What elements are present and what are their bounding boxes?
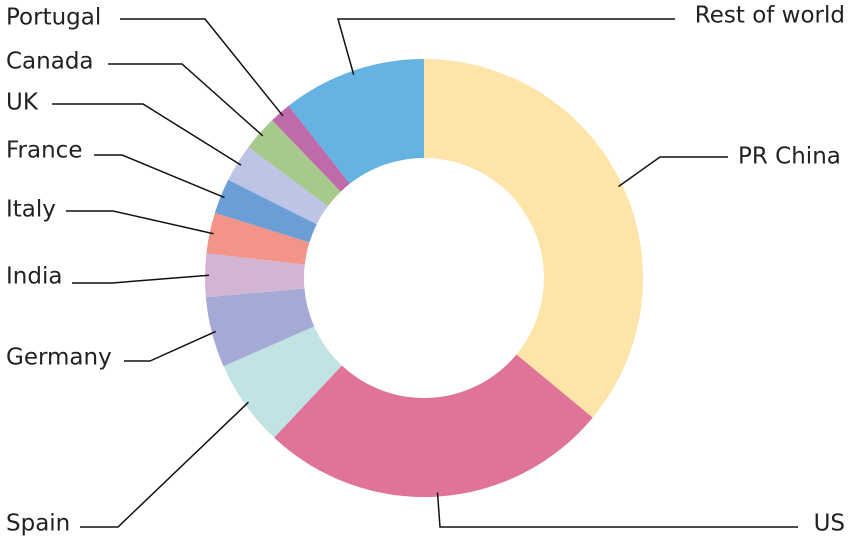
donut-slice xyxy=(228,147,328,225)
leader-line xyxy=(66,210,214,235)
donut-slice xyxy=(288,59,424,184)
donut-slice xyxy=(206,212,310,265)
slice-label: Portugal xyxy=(6,5,101,31)
slice-label: Canada xyxy=(6,49,94,75)
leader-line xyxy=(120,18,284,117)
slice-label: Spain xyxy=(6,511,70,537)
leader-line xyxy=(94,154,225,199)
leader-line xyxy=(618,156,728,188)
slice-label: Italy xyxy=(6,197,56,223)
donut-slice xyxy=(223,326,342,438)
leader-line xyxy=(80,401,250,528)
leader-line xyxy=(52,103,242,166)
slice-label: France xyxy=(6,138,82,164)
slice-label: Germany xyxy=(6,345,112,371)
donut-slice xyxy=(248,120,341,207)
donut-slice xyxy=(274,354,593,497)
slice-label: Rest of world xyxy=(695,3,845,29)
donut-slice xyxy=(424,59,643,418)
leader-line xyxy=(72,274,210,284)
donut-slice xyxy=(205,253,305,298)
leader-line xyxy=(108,63,264,137)
slice-label: US xyxy=(814,511,845,537)
leader-line xyxy=(436,492,798,528)
donut-slice xyxy=(272,105,350,192)
slice-label: PR China xyxy=(738,144,841,170)
leader-line xyxy=(124,330,217,362)
donut-slice xyxy=(205,288,315,367)
slice-label: UK xyxy=(6,90,39,116)
leader-line xyxy=(337,18,675,76)
slice-label: India xyxy=(6,264,62,290)
donut-slice xyxy=(214,179,317,243)
